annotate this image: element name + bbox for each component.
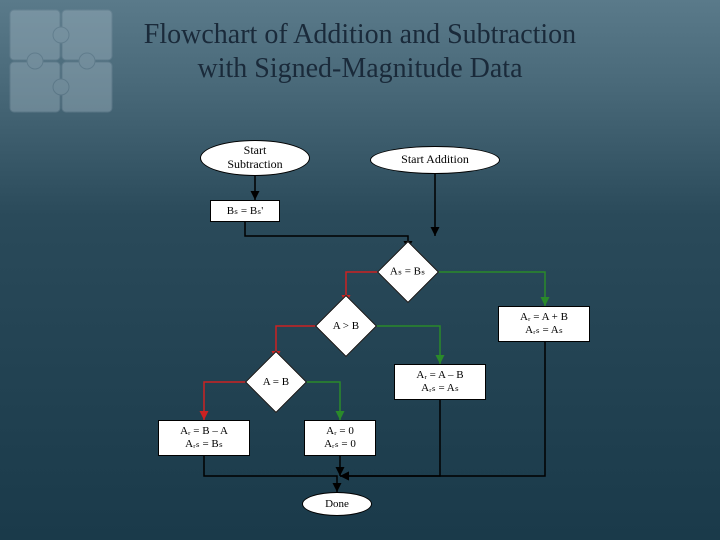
node-start-addition: Start Addition bbox=[370, 146, 500, 174]
slide-title: Flowchart of Addition and Subtraction wi… bbox=[0, 18, 720, 85]
node-bs-complement: Bₛ = Bₛ' bbox=[210, 200, 280, 222]
node-done: Done bbox=[302, 492, 372, 516]
node-result-a-plus-b: Aᵣ = A + B Aᵣₛ = Aₛ bbox=[498, 306, 590, 342]
title-line1: Flowchart of Addition and Subtraction bbox=[144, 19, 576, 50]
node-decision-a-eq-b: A = B bbox=[245, 351, 307, 413]
node-decision-as-eq-bs: Aₛ = Bₛ bbox=[377, 241, 439, 303]
node-start-subtraction: Start Subtraction bbox=[200, 140, 310, 176]
node-result-a-minus-b: Aᵣ = A – B Aᵣₛ = Aₛ bbox=[394, 364, 486, 400]
node-result-zero: Aᵣ = 0 Aᵣₛ = 0 bbox=[304, 420, 376, 456]
node-decision-a-gt-b: A > B bbox=[315, 295, 377, 357]
node-result-b-minus-a: Aᵣ = B – A Aᵣₛ = Bₛ bbox=[158, 420, 250, 456]
title-line2: with Signed-Magnitude Data bbox=[197, 53, 522, 84]
